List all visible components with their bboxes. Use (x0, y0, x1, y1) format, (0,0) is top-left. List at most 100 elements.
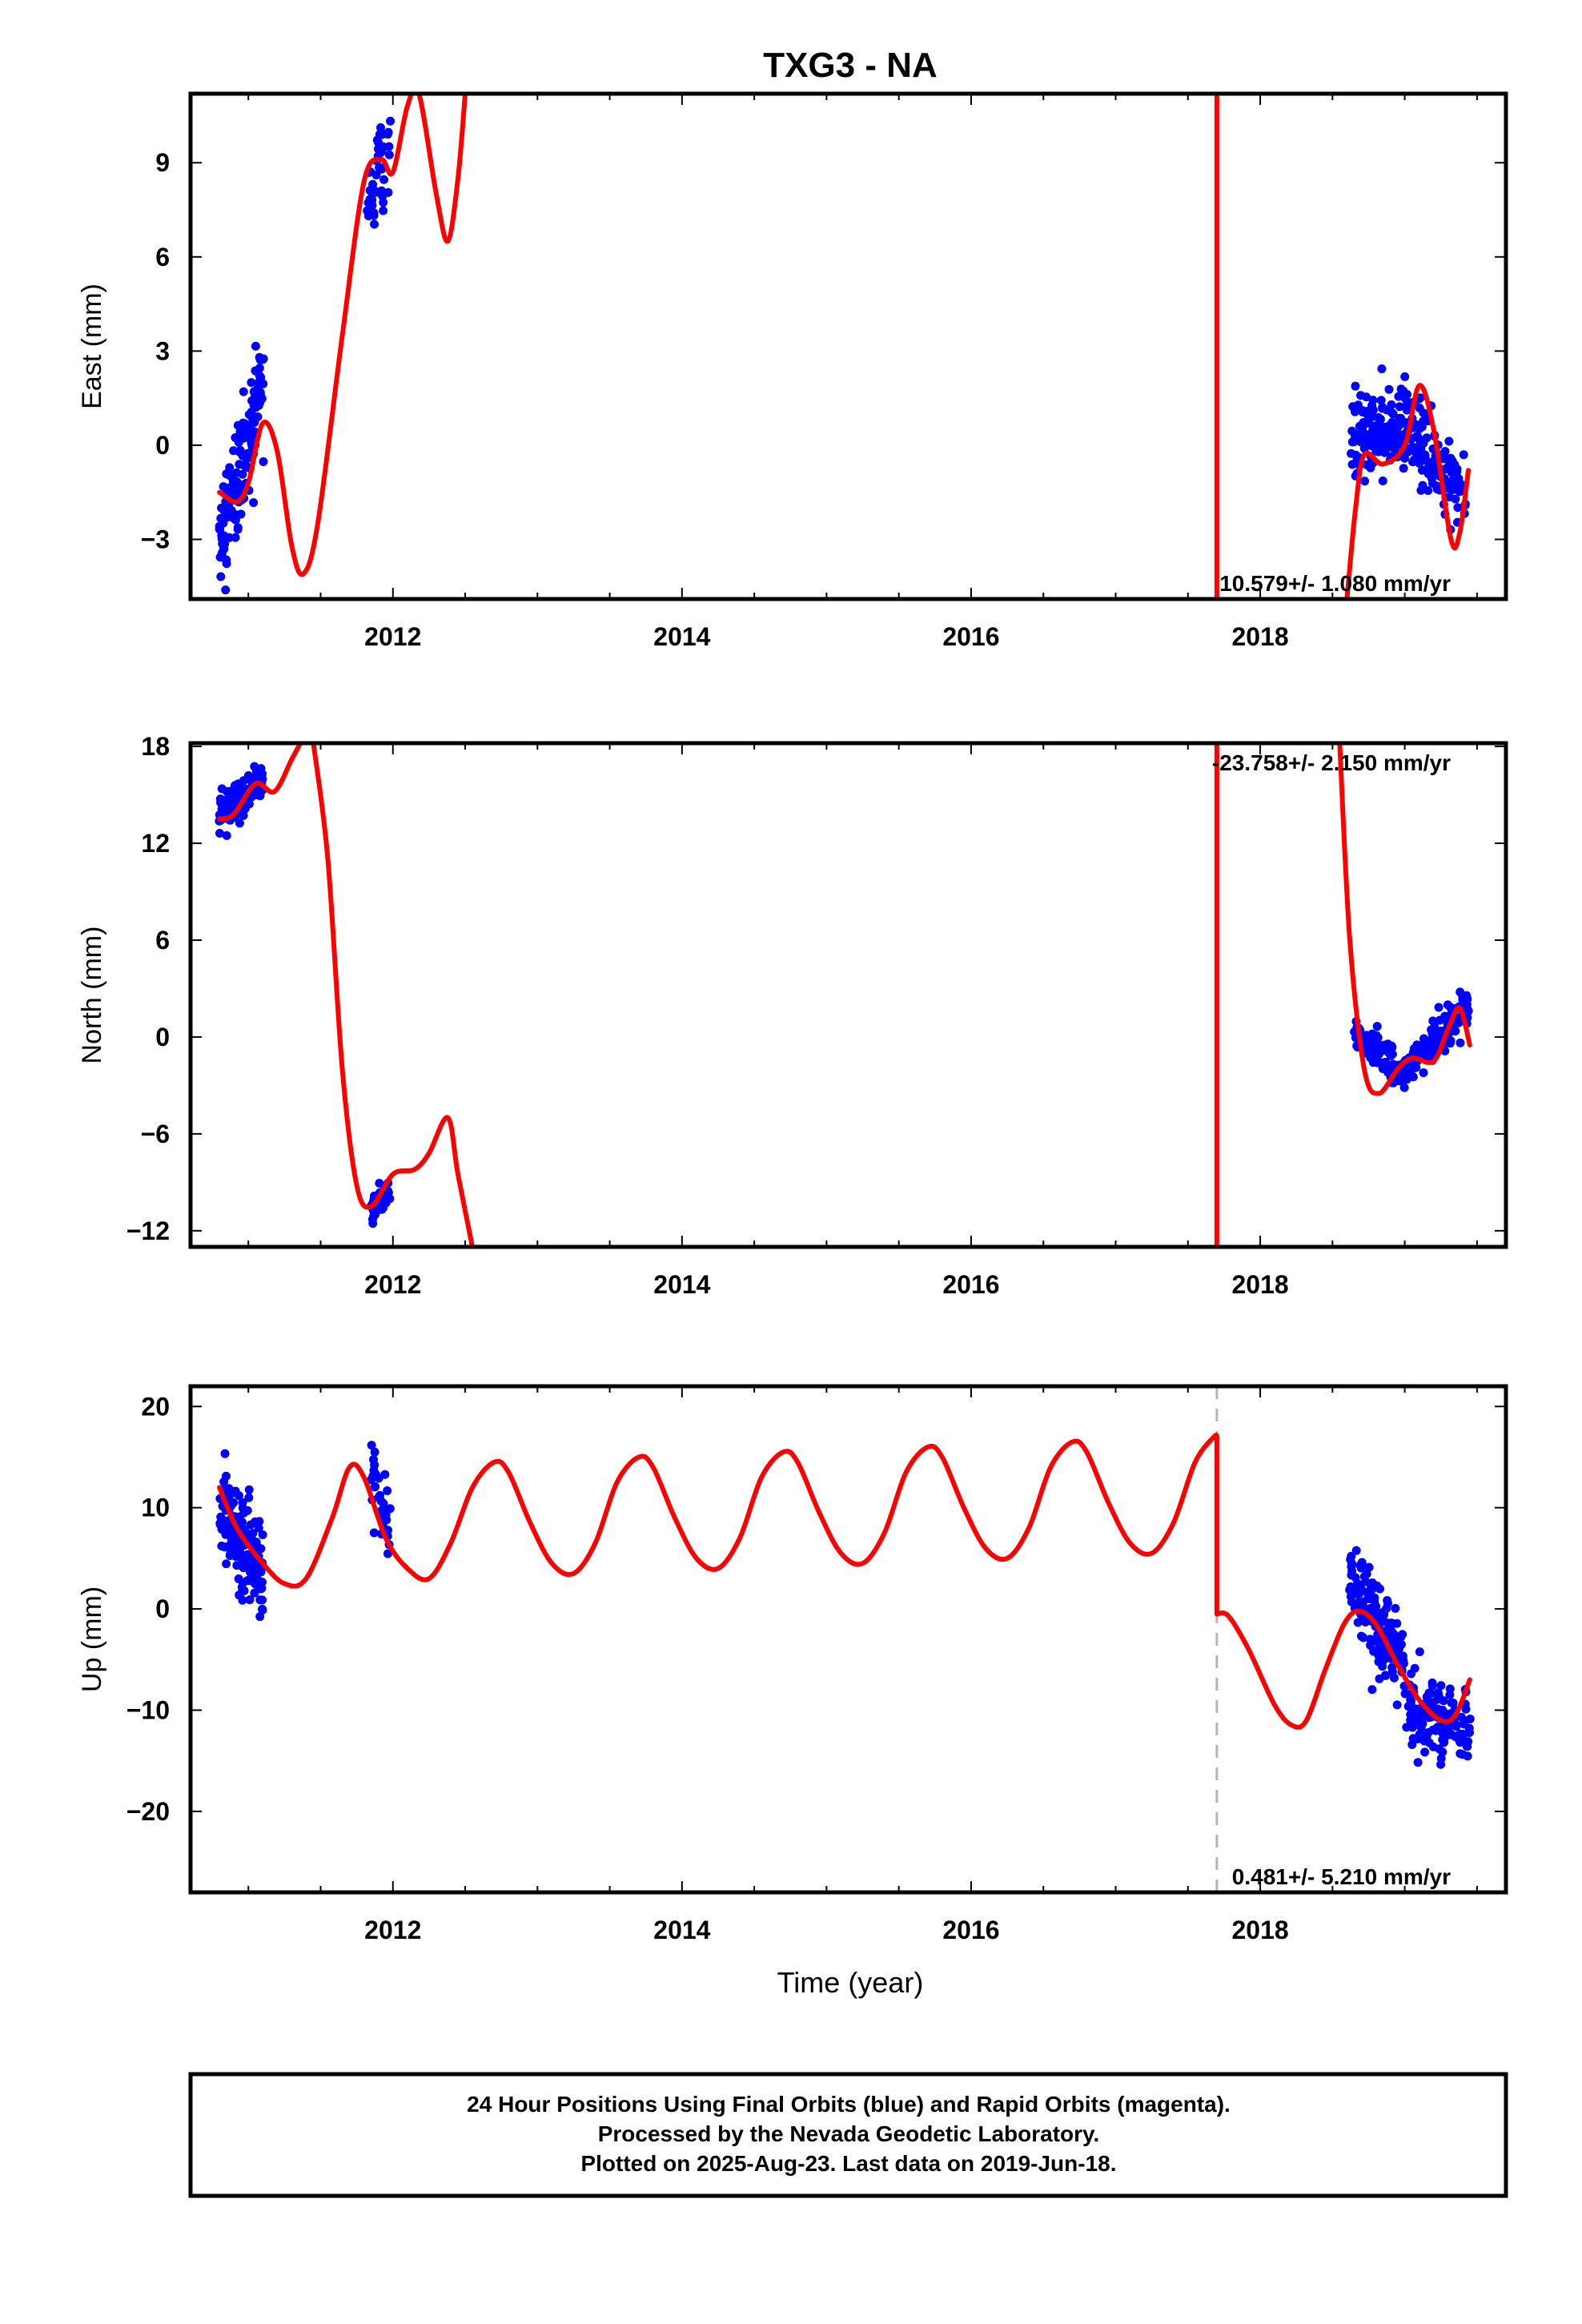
up-data-point (1445, 1728, 1455, 1738)
up-data-point (1366, 1634, 1375, 1644)
up-data-point (1391, 1603, 1400, 1613)
east-data-point (236, 509, 246, 519)
north-data-point (1446, 1003, 1456, 1012)
east-data-point (1394, 421, 1403, 431)
up-model-curve (1214, 1608, 1472, 1730)
up-data-point (1448, 1698, 1458, 1707)
east-data-point (1347, 448, 1356, 458)
east-data-point (1387, 408, 1396, 417)
east-data-point (1451, 494, 1460, 504)
up-data-point (1464, 1723, 1474, 1733)
up-data-point (245, 1595, 255, 1605)
east-data-point (1361, 392, 1371, 402)
up-x-tick-label: 2018 (1231, 1916, 1288, 1944)
east-data-point (234, 437, 243, 447)
east-data-point (244, 448, 254, 458)
up-data-point (383, 1486, 392, 1495)
north-plot-area (215, 743, 1473, 1247)
up-data-point (1439, 1736, 1449, 1746)
up-data-point (258, 1605, 267, 1614)
north-data-point (1422, 1047, 1431, 1057)
up-data-point (1392, 1700, 1402, 1710)
up-data-point (1415, 1721, 1425, 1731)
east-data-point (384, 150, 394, 159)
east-data-point (231, 478, 241, 488)
up-y-tick-label: 10 (141, 1494, 170, 1522)
up-data-point (1436, 1754, 1446, 1763)
north-data-point (1409, 1059, 1419, 1069)
up-data-point (1347, 1551, 1356, 1561)
east-data-point (1394, 436, 1403, 445)
east-model-curve (217, 94, 468, 577)
east-data-point (1428, 460, 1438, 469)
east-data-point (259, 354, 268, 364)
up-data-point (370, 1482, 379, 1492)
north-data-point (1429, 1044, 1439, 1054)
north-data-point (1434, 1003, 1443, 1012)
up-data-point (1399, 1659, 1408, 1668)
up-model-curve (217, 1432, 1219, 1589)
up-data-point (249, 1558, 259, 1567)
up-data-point (244, 1485, 254, 1494)
east-y-tick-label: 3 (155, 336, 170, 365)
up-data-point (368, 1471, 378, 1481)
east-data-point (247, 413, 257, 423)
east-data-point (372, 135, 382, 145)
up-data-point (1387, 1667, 1397, 1676)
up-data-point (221, 1528, 231, 1538)
north-data-point (369, 1212, 379, 1221)
north-data-point (1399, 1083, 1409, 1092)
up-data-point (1367, 1685, 1377, 1695)
up-data-point (238, 1498, 247, 1507)
up-data-point (1351, 1546, 1361, 1555)
east-rate-label: 10.579+/- 1.080 mm/yr (1219, 571, 1451, 596)
panel-north: 2012 2014 2016 2018 −12 −6 0 6 12 18 North (mm) -23… (77, 732, 1508, 1299)
north-data-point (1428, 1016, 1438, 1026)
north-data-point (236, 786, 246, 795)
up-data-point (1445, 1690, 1455, 1699)
north-x-tick-label: 2016 (942, 1270, 999, 1299)
north-y-tick-label: −6 (141, 1120, 170, 1148)
up-data-point (379, 1506, 388, 1516)
up-data-point (1463, 1738, 1472, 1747)
up-data-point (255, 1612, 265, 1622)
east-data-point (1387, 400, 1396, 409)
east-data-point (251, 341, 260, 351)
north-data-point (251, 766, 261, 776)
east-plot-area (215, 94, 1472, 599)
east-data-point (363, 206, 372, 215)
east-data-point (1375, 430, 1384, 440)
north-y-tick-label: 12 (141, 829, 170, 858)
north-data-point (1382, 1044, 1391, 1054)
up-data-point (1463, 1751, 1472, 1761)
east-data-point (1384, 384, 1394, 394)
up-data-point (1420, 1747, 1430, 1757)
east-data-point (370, 219, 379, 229)
up-data-point (1369, 1647, 1379, 1656)
east-data-point (1351, 381, 1360, 391)
up-data-point (246, 1530, 255, 1539)
north-data-point (1373, 1033, 1383, 1043)
north-rate-label: -23.758+/- 2.150 mm/yr (1212, 750, 1451, 775)
east-data-point (224, 533, 234, 542)
east-data-point (1439, 450, 1448, 460)
up-data-point (250, 1588, 259, 1598)
east-data-point (379, 206, 388, 215)
north-data-point (235, 818, 244, 828)
up-data-point (1346, 1582, 1355, 1591)
up-data-point (238, 1518, 247, 1527)
east-x-tick-label: 2016 (942, 622, 999, 651)
up-data-point (1435, 1744, 1444, 1754)
north-data-point (1378, 1063, 1387, 1073)
east-x-tick-label: 2012 (364, 622, 421, 651)
east-model-curve (1344, 383, 1472, 599)
up-data-point (385, 1504, 395, 1514)
up-data-point (1456, 1738, 1465, 1747)
east-y-tick-label: 6 (155, 243, 170, 271)
up-data-point (1427, 1681, 1437, 1691)
east-data-point (379, 175, 389, 184)
north-model-curve (311, 743, 476, 1247)
east-data-point (235, 445, 245, 455)
east-data-point (1420, 409, 1430, 419)
